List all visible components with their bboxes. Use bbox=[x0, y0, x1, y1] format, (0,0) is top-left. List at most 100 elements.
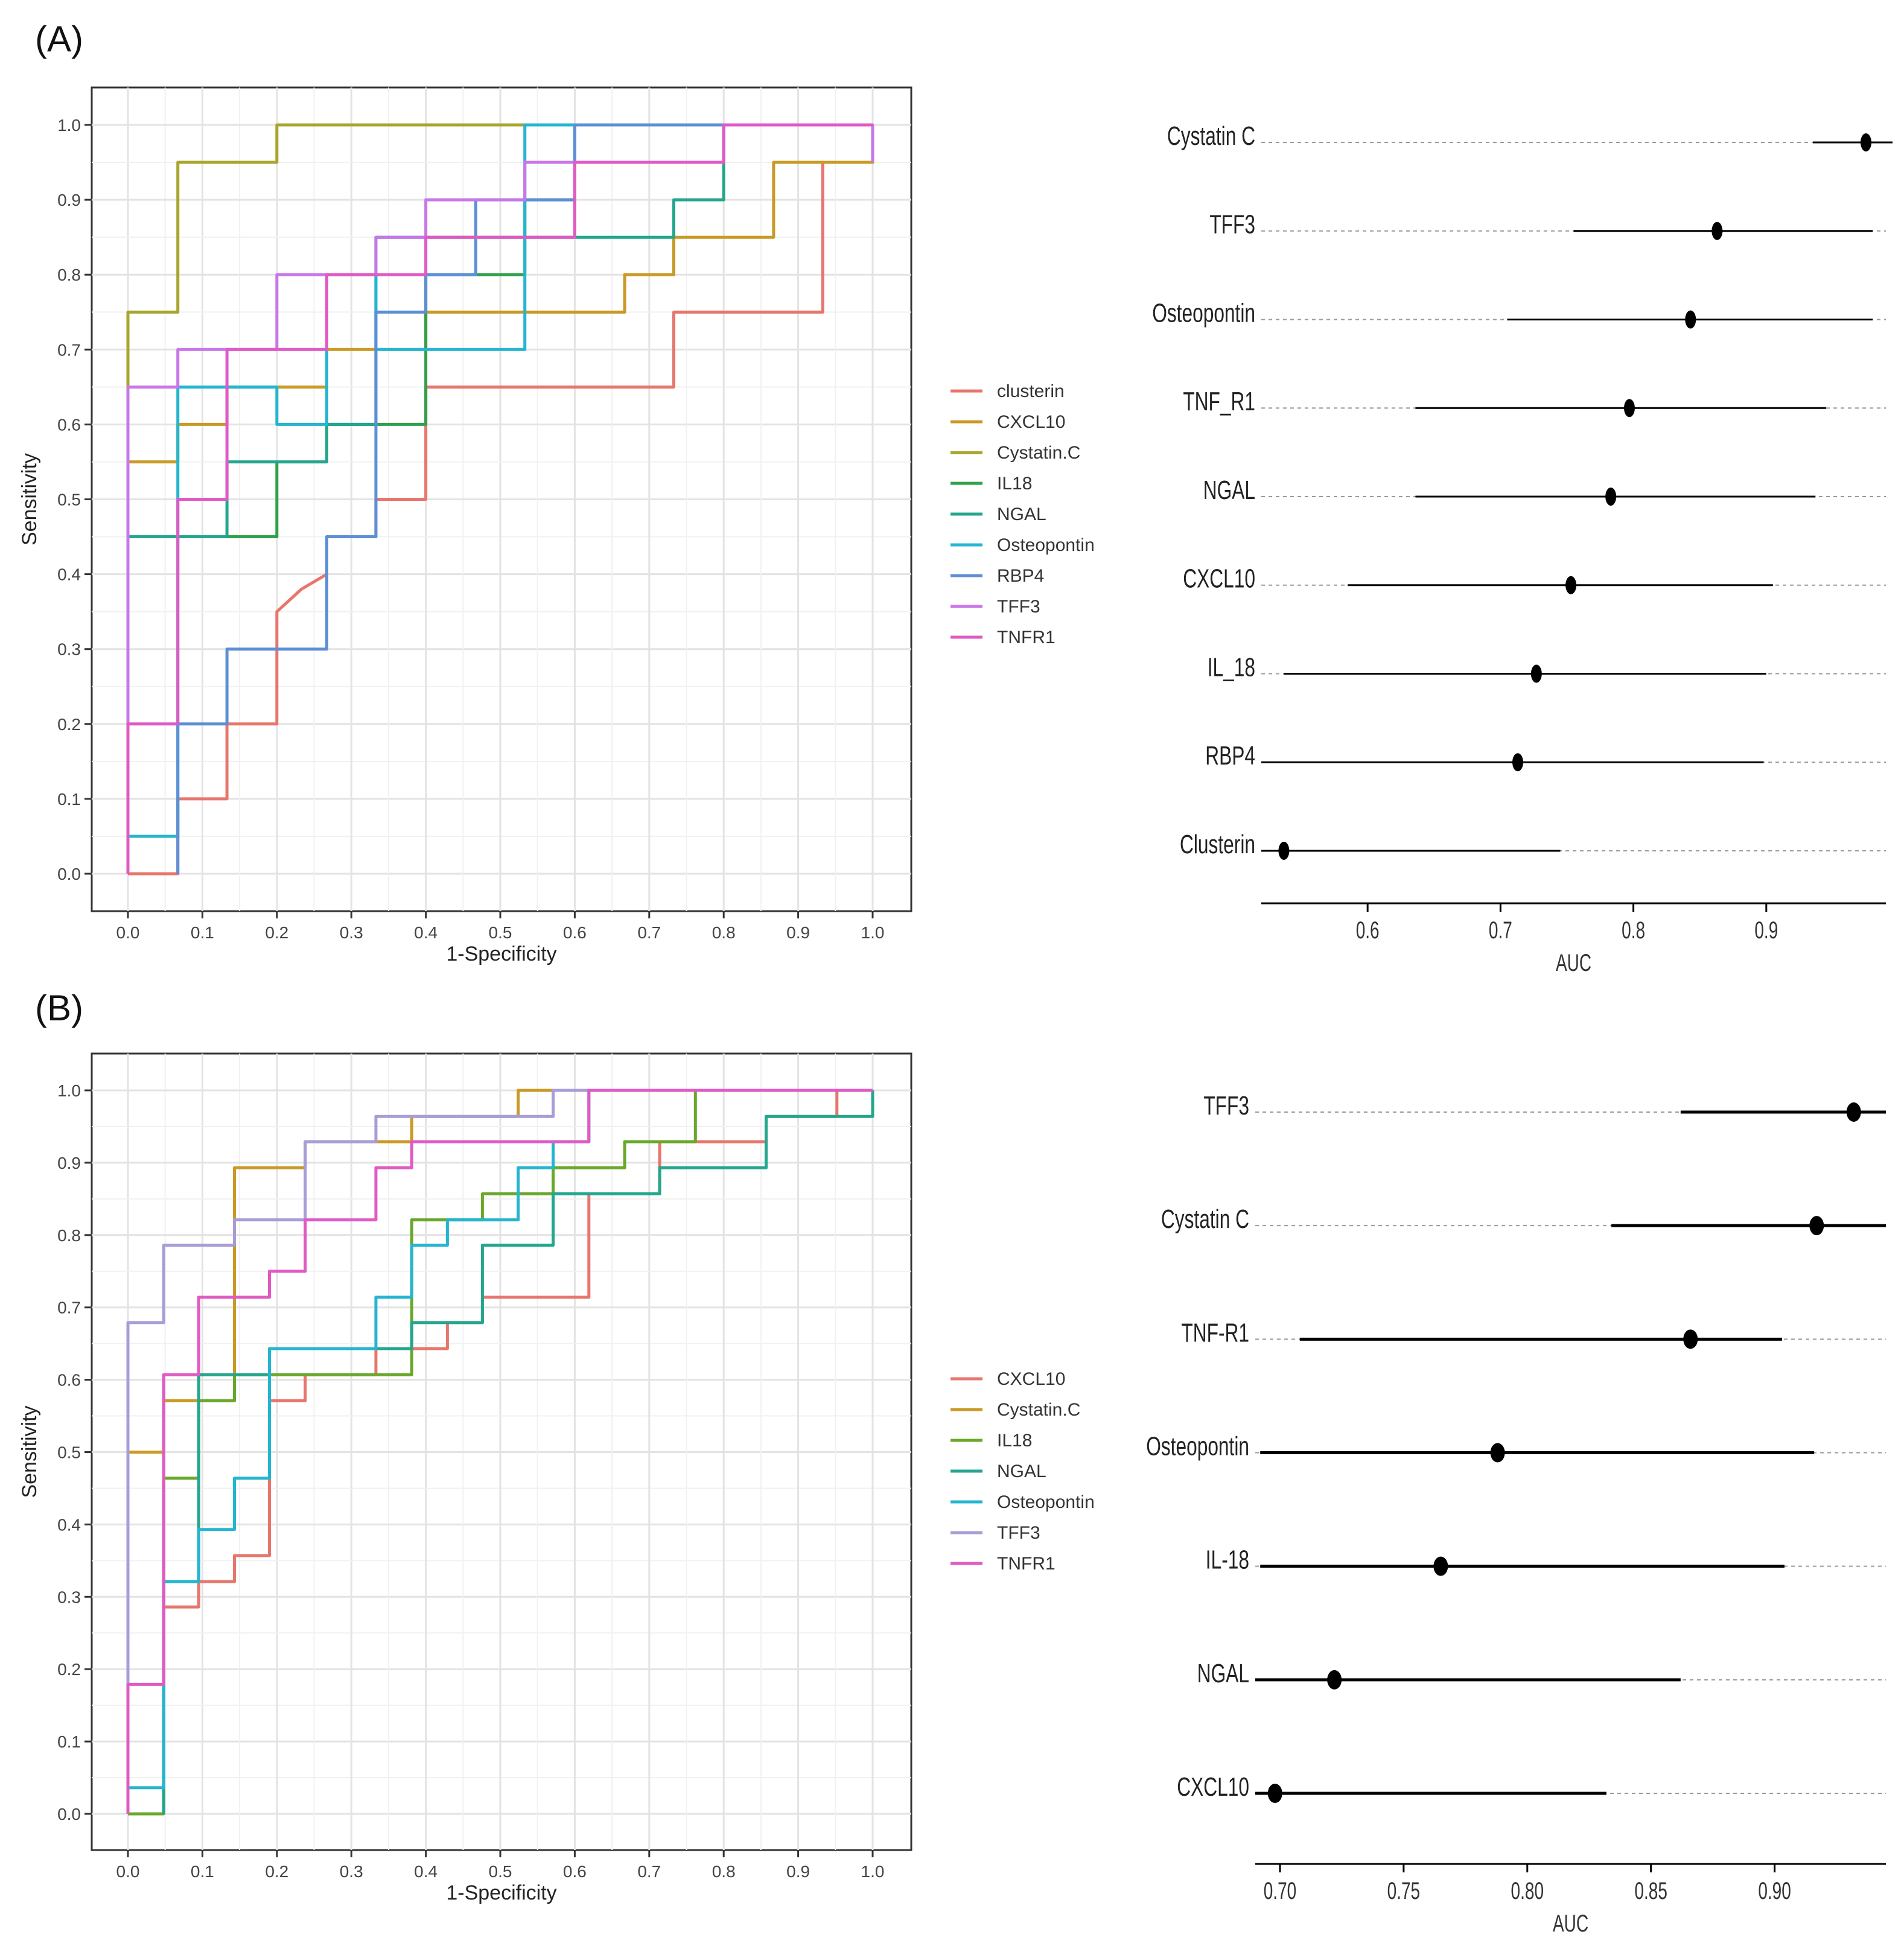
legend-label: NGAL bbox=[997, 1461, 1046, 1481]
roc-y-tick-label: 0.0 bbox=[57, 865, 81, 883]
roc-y-tick-label: 0.6 bbox=[57, 415, 81, 434]
forest-point bbox=[1278, 842, 1290, 860]
roc-y-tick-label: 0.5 bbox=[57, 1443, 81, 1462]
forest-point bbox=[1809, 1216, 1824, 1236]
roc-y-tick-label: 0.4 bbox=[57, 565, 81, 584]
forest-x-tick-label: 0.75 bbox=[1387, 1878, 1420, 1904]
roc-y-tick-label: 0.4 bbox=[57, 1515, 81, 1534]
forest-point bbox=[1605, 488, 1617, 506]
legend-label: Cystatin.C bbox=[997, 443, 1080, 463]
forest-x-axis-label: AUC bbox=[1553, 1910, 1588, 1937]
roc-curve-cystatin-c bbox=[126, 123, 873, 874]
roc-y-tick-label: 0.9 bbox=[57, 191, 81, 209]
roc-x-tick-label: 0.9 bbox=[786, 1862, 810, 1881]
forest-point bbox=[1860, 133, 1871, 151]
roc-y-tick-label: 0.6 bbox=[57, 1371, 81, 1390]
roc-y-tick-label: 0.2 bbox=[57, 1660, 81, 1679]
forest-x-axis-label: AUC bbox=[1556, 950, 1591, 976]
forest-x-tick-label: 0.8 bbox=[1622, 917, 1645, 944]
roc-x-tick-label: 0.8 bbox=[712, 923, 736, 942]
roc-x-tick-label: 0.8 bbox=[712, 1862, 736, 1881]
roc-x-tick-label: 0.4 bbox=[414, 1862, 438, 1881]
roc-x-tick-label: 0.3 bbox=[340, 1862, 363, 1881]
roc-y-tick-label: 0.8 bbox=[57, 1226, 81, 1245]
roc-x-tick-label: 0.6 bbox=[563, 923, 587, 942]
forest-point bbox=[1685, 310, 1696, 329]
forest-row-label: Cystatin C bbox=[1167, 121, 1255, 151]
roc-y-axis-label: Sensitivity bbox=[18, 1405, 41, 1498]
forest-x-tick-label: 0.85 bbox=[1634, 1878, 1667, 1904]
forest-point bbox=[1433, 1556, 1448, 1576]
roc-y-tick-label: 0.3 bbox=[57, 1588, 81, 1606]
roc-x-tick-label: 0.7 bbox=[637, 1862, 661, 1881]
legend-label: NGAL bbox=[997, 504, 1046, 524]
forest-point bbox=[1490, 1443, 1505, 1463]
legend-label: TFF3 bbox=[997, 597, 1040, 617]
forest-row-label: NGAL bbox=[1203, 475, 1255, 505]
roc-x-tick-label: 0.5 bbox=[489, 1862, 512, 1881]
roc-y-tick-label: 0.9 bbox=[57, 1154, 81, 1172]
forest-row-label: TNF-R1 bbox=[1181, 1318, 1249, 1347]
legend-label: Osteopontin bbox=[997, 535, 1095, 555]
legend-label: TFF3 bbox=[997, 1523, 1040, 1543]
roc-x-tick-label: 0.2 bbox=[265, 1862, 288, 1881]
roc-x-tick-label: 0.4 bbox=[414, 923, 438, 942]
roc-x-tick-label: 0.1 bbox=[191, 923, 214, 942]
forest-row-label: TFF3 bbox=[1203, 1091, 1249, 1121]
roc-x-axis-label: 1-Specificity bbox=[446, 1881, 556, 1904]
roc-x-tick-label: 0.3 bbox=[340, 923, 363, 942]
forest-x-tick-label: 0.7 bbox=[1489, 917, 1512, 944]
forest-x-tick-label: 0.6 bbox=[1356, 917, 1380, 944]
roc-y-tick-label: 0.7 bbox=[57, 1299, 81, 1317]
roc-curve-tnfr1 bbox=[126, 1089, 873, 1814]
panel-label-b: (B) bbox=[35, 988, 83, 1028]
forest-x-tick-label: 0.9 bbox=[1754, 917, 1778, 944]
forest-row-label: CXCL10 bbox=[1177, 1772, 1249, 1802]
roc-y-tick-label: 0.5 bbox=[57, 491, 81, 509]
roc-y-tick-label: 1.0 bbox=[57, 1081, 81, 1100]
roc-x-tick-label: 0.1 bbox=[191, 1862, 214, 1881]
legend-label: clusterin bbox=[997, 381, 1065, 401]
forest-row-label: Clusterin bbox=[1180, 830, 1255, 859]
roc-y-tick-label: 0.0 bbox=[57, 1805, 81, 1824]
forest-point bbox=[1512, 753, 1524, 772]
forest-row-label: Cystatin C bbox=[1161, 1204, 1249, 1234]
forest-row-label: TFF3 bbox=[1209, 210, 1255, 240]
legend-label: CXCL10 bbox=[997, 1369, 1065, 1389]
legend-label: IL18 bbox=[997, 1431, 1032, 1451]
legend-label: TNFR1 bbox=[997, 1554, 1055, 1574]
roc-y-tick-label: 0.2 bbox=[57, 715, 81, 734]
legend-label: IL18 bbox=[997, 474, 1032, 494]
roc-y-tick-label: 0.7 bbox=[57, 340, 81, 359]
roc-x-tick-label: 0.0 bbox=[116, 923, 140, 942]
forest-point bbox=[1846, 1102, 1861, 1122]
forest-row-label: IL-18 bbox=[1206, 1545, 1249, 1575]
forest-point bbox=[1530, 664, 1542, 683]
roc-x-tick-label: 0.6 bbox=[563, 1862, 587, 1881]
roc-x-tick-label: 1.0 bbox=[861, 1862, 885, 1881]
panel-label-a: (A) bbox=[35, 19, 83, 59]
forest-x-tick-label: 0.90 bbox=[1758, 1878, 1791, 1904]
forest-point bbox=[1683, 1329, 1698, 1349]
forest-row-label: IL_18 bbox=[1208, 652, 1255, 682]
roc-y-tick-label: 0.1 bbox=[57, 790, 81, 809]
roc-x-axis-label: 1-Specificity bbox=[446, 943, 556, 965]
forest-row-label: Osteopontin bbox=[1152, 298, 1255, 328]
legend-label: Cystatin.C bbox=[997, 1400, 1080, 1420]
roc-curve-tnfr1 bbox=[126, 123, 873, 874]
forest-row-label: TNF_R1 bbox=[1183, 387, 1255, 416]
forest-point bbox=[1267, 1784, 1282, 1803]
legend-label: RBP4 bbox=[997, 566, 1044, 586]
roc-y-axis-label: Sensitivity bbox=[18, 453, 41, 545]
forest-point bbox=[1711, 221, 1723, 240]
forest-row-label: RBP4 bbox=[1205, 741, 1255, 771]
forest-point bbox=[1623, 399, 1635, 418]
forest-row-label: Osteopontin bbox=[1146, 1431, 1249, 1461]
forest-x-tick-label: 0.80 bbox=[1511, 1878, 1544, 1904]
roc-x-tick-label: 0.0 bbox=[116, 1862, 140, 1881]
legend-label: CXCL10 bbox=[997, 412, 1065, 432]
forest-point bbox=[1565, 576, 1577, 594]
roc-x-tick-label: 1.0 bbox=[861, 923, 885, 942]
forest-point bbox=[1327, 1670, 1342, 1690]
